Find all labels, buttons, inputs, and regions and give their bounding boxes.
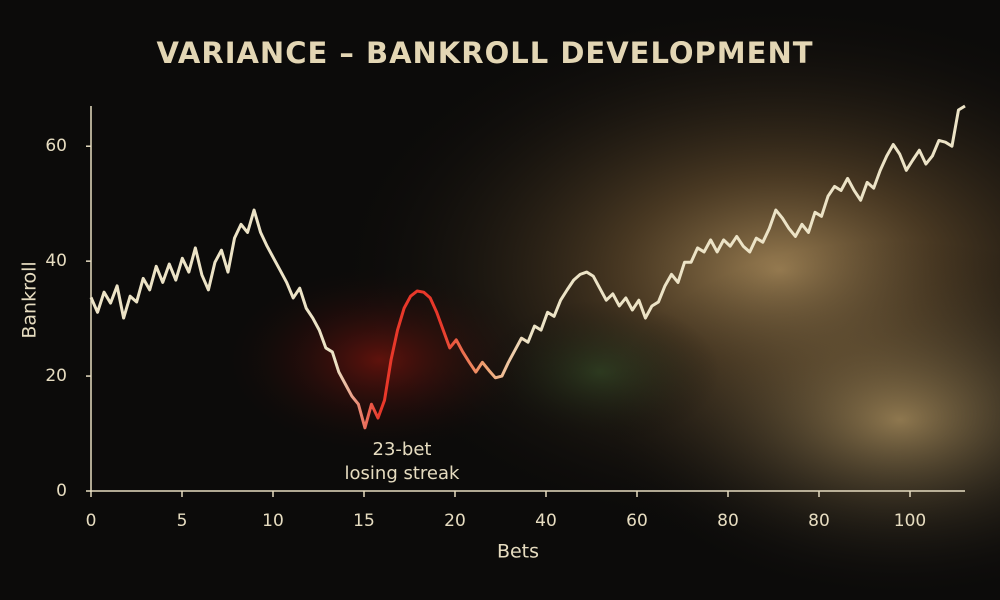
x-tick-label: 15 (353, 511, 375, 531)
x-tick-label: 40 (535, 511, 557, 531)
bankroll-line (89, 104, 966, 430)
x-tick-label: 80 (717, 511, 739, 531)
x-tick-label: 100 (894, 511, 926, 531)
x-tick-label: 5 (177, 511, 188, 531)
x-tick-label: 80 (808, 511, 830, 531)
annotation: 23-bet (373, 439, 432, 460)
y-tick-label: 20 (45, 366, 67, 386)
y-tick-label: 0 (56, 481, 67, 501)
x-tick-label: 0 (86, 511, 97, 531)
x-axis-label: Bets (497, 541, 539, 563)
annotation: losing streak (345, 463, 460, 484)
y-axis-label: Bankroll (19, 261, 41, 338)
x-tick-label: 60 (626, 511, 648, 531)
y-tick-label: 40 (45, 251, 67, 271)
y-tick-label: 60 (45, 136, 67, 156)
x-tick-label: 20 (444, 511, 466, 531)
x-tick-label: 10 (262, 511, 284, 531)
chart-title: VARIANCE – BANKROLL DEVELOPMENT (156, 36, 813, 70)
